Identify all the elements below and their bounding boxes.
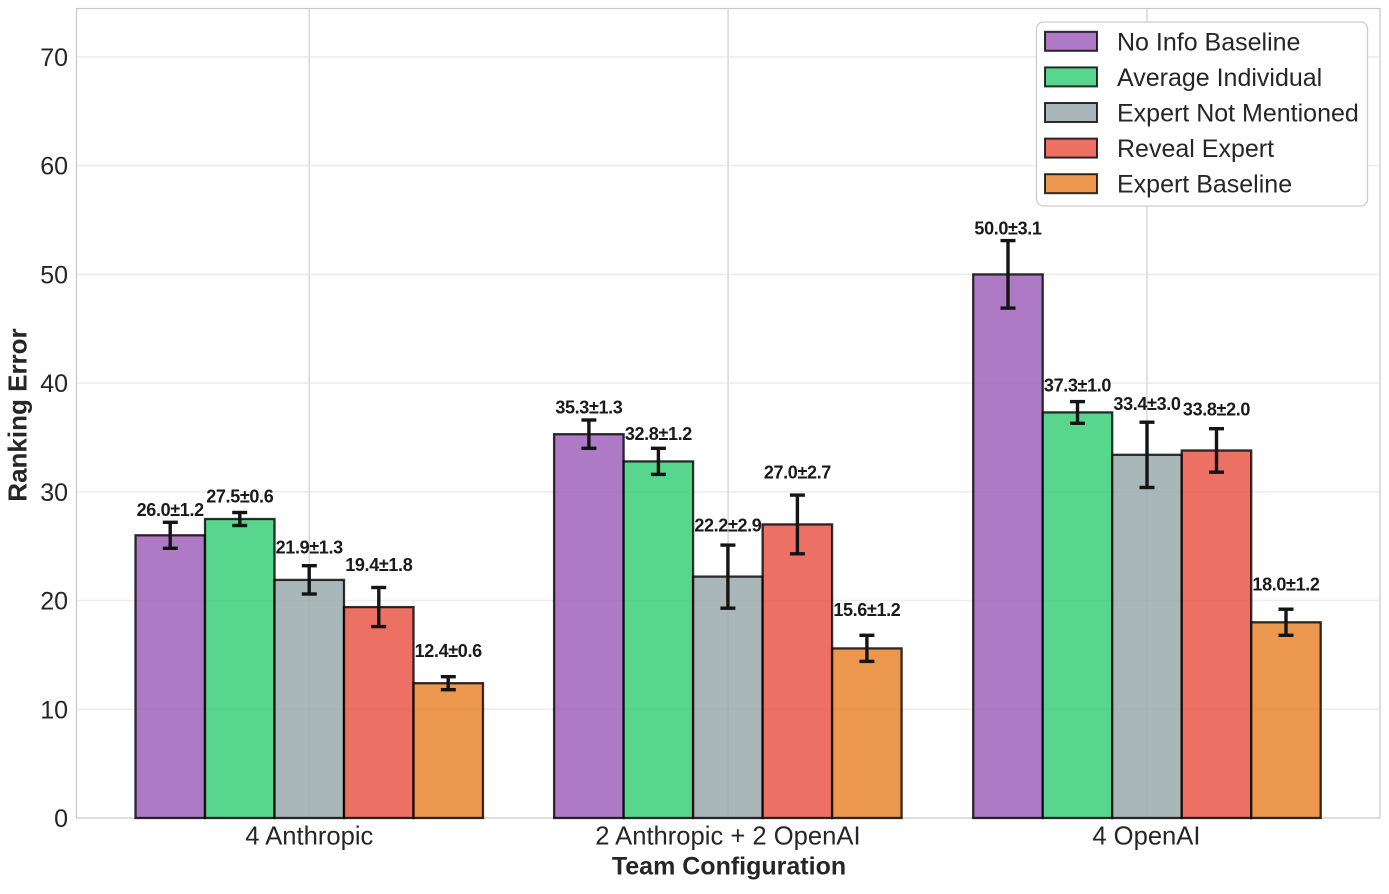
svg-text:32.8±1.2: 32.8±1.2 <box>625 424 692 444</box>
svg-text:33.4±3.0: 33.4±3.0 <box>1113 394 1180 414</box>
svg-text:22.2±2.9: 22.2±2.9 <box>694 515 761 535</box>
svg-text:Ranking Error: Ranking Error <box>3 328 33 501</box>
svg-text:40: 40 <box>40 370 68 398</box>
svg-text:26.0±1.2: 26.0±1.2 <box>137 500 204 520</box>
svg-text:15.6±1.2: 15.6±1.2 <box>833 600 900 620</box>
svg-text:60: 60 <box>40 153 68 181</box>
svg-text:50: 50 <box>40 261 68 289</box>
svg-text:Average Individual: Average Individual <box>1117 64 1322 92</box>
svg-text:10: 10 <box>40 696 68 724</box>
svg-text:0: 0 <box>54 805 68 833</box>
svg-text:4 OpenAI: 4 OpenAI <box>1092 823 1200 851</box>
svg-text:35.3±1.3: 35.3±1.3 <box>555 397 622 417</box>
svg-text:18.0±1.2: 18.0±1.2 <box>1252 575 1319 595</box>
svg-text:27.5±0.6: 27.5±0.6 <box>206 487 273 507</box>
svg-text:30: 30 <box>40 479 68 507</box>
svg-text:Reveal Expert: Reveal Expert <box>1117 135 1274 163</box>
svg-text:21.9±1.3: 21.9±1.3 <box>276 538 343 558</box>
svg-text:4 Anthropic: 4 Anthropic <box>245 823 373 851</box>
svg-text:Expert Baseline: Expert Baseline <box>1117 171 1292 199</box>
svg-text:50.0±3.1: 50.0±3.1 <box>974 219 1041 239</box>
svg-text:27.0±2.7: 27.0±2.7 <box>764 463 831 483</box>
svg-text:70: 70 <box>40 44 68 72</box>
svg-text:19.4±1.8: 19.4±1.8 <box>345 555 412 575</box>
svg-text:Team Configuration: Team Configuration <box>612 852 846 880</box>
svg-text:37.3±1.0: 37.3±1.0 <box>1044 376 1111 396</box>
svg-text:12.4±0.6: 12.4±0.6 <box>415 641 482 661</box>
svg-text:2 Anthropic + 2 OpenAI: 2 Anthropic + 2 OpenAI <box>595 823 860 851</box>
svg-text:33.8±2.0: 33.8±2.0 <box>1183 400 1250 420</box>
svg-text:20: 20 <box>40 588 68 616</box>
svg-text:Expert Not Mentioned: Expert Not Mentioned <box>1117 100 1359 128</box>
svg-text:No Info Baseline: No Info Baseline <box>1117 28 1300 56</box>
